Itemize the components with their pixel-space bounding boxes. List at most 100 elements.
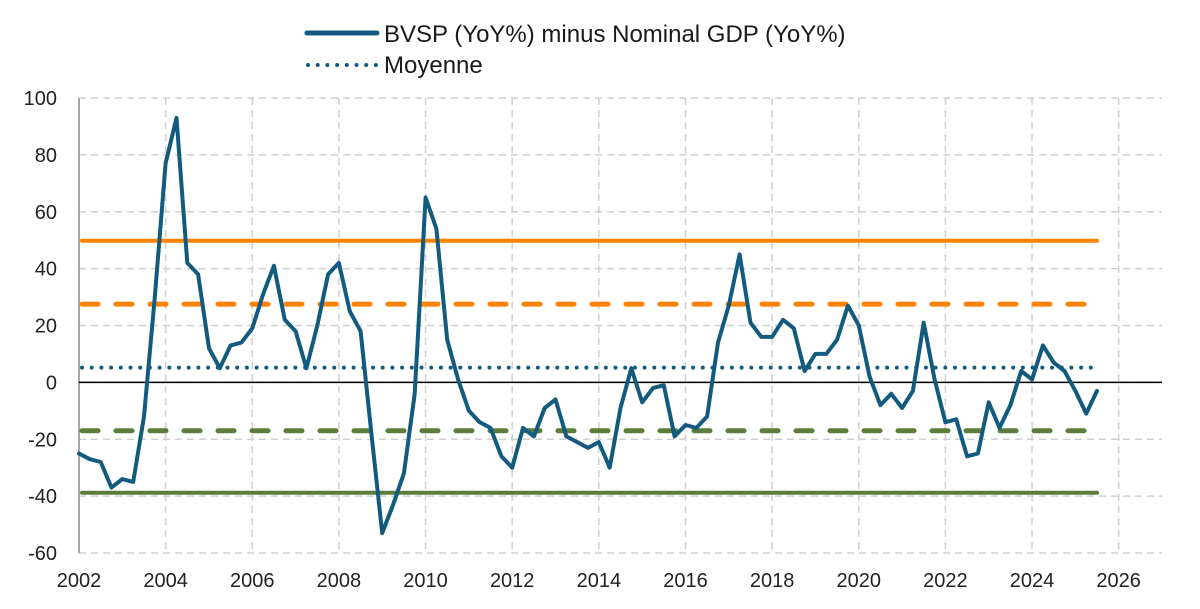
data-point bbox=[631, 368, 632, 369]
data-point bbox=[869, 376, 870, 377]
data-point bbox=[458, 379, 459, 380]
x-tick-label: 2006 bbox=[230, 570, 275, 592]
x-tick-label: 2020 bbox=[837, 570, 882, 592]
x-tick-label: 2018 bbox=[750, 570, 795, 592]
data-point bbox=[317, 325, 318, 326]
x-tick-label: 2016 bbox=[663, 570, 708, 592]
data-point bbox=[750, 322, 751, 323]
data-point bbox=[988, 402, 989, 403]
y-tick-label: 100 bbox=[24, 88, 57, 110]
data-point bbox=[902, 408, 903, 409]
data-point bbox=[956, 419, 957, 420]
data-point bbox=[891, 393, 892, 394]
data-point bbox=[501, 456, 502, 457]
data-point bbox=[382, 533, 383, 534]
data-point bbox=[1097, 390, 1098, 391]
data-point bbox=[349, 311, 350, 312]
data-point bbox=[967, 456, 968, 457]
x-tick-label: 2022 bbox=[923, 570, 968, 592]
data-point bbox=[219, 368, 220, 369]
data-point bbox=[273, 265, 274, 266]
data-point bbox=[122, 479, 123, 480]
y-tick-label: 60 bbox=[35, 202, 57, 224]
data-point bbox=[252, 328, 253, 329]
data-point bbox=[338, 262, 339, 263]
data-point bbox=[284, 319, 285, 320]
data-point bbox=[783, 319, 784, 320]
y-tick-label: 20 bbox=[35, 316, 57, 338]
x-tick-label: 2026 bbox=[1096, 570, 1141, 592]
data-point bbox=[945, 422, 946, 423]
data-point bbox=[1010, 405, 1011, 406]
data-point bbox=[479, 422, 480, 423]
data-point bbox=[728, 305, 729, 306]
x-tick-label: 2024 bbox=[1010, 570, 1055, 592]
data-point bbox=[588, 447, 589, 448]
data-point bbox=[793, 328, 794, 329]
y-tick-label: 80 bbox=[35, 145, 57, 167]
data-point bbox=[761, 336, 762, 337]
data-point bbox=[241, 342, 242, 343]
data-point bbox=[360, 331, 361, 332]
data-point bbox=[144, 416, 145, 417]
x-tick-label: 2008 bbox=[317, 570, 362, 592]
data-point bbox=[923, 322, 924, 323]
data-point bbox=[847, 305, 848, 306]
data-point bbox=[187, 262, 188, 263]
data-point bbox=[815, 353, 816, 354]
data-point bbox=[263, 294, 264, 295]
data-point bbox=[653, 388, 654, 389]
data-point bbox=[880, 405, 881, 406]
data-point bbox=[403, 473, 404, 474]
data-point bbox=[609, 467, 610, 468]
data-point bbox=[198, 274, 199, 275]
data-point bbox=[393, 504, 394, 505]
data-point bbox=[620, 408, 621, 409]
data-point bbox=[837, 339, 838, 340]
data-point bbox=[468, 410, 469, 411]
data-point bbox=[209, 348, 210, 349]
legend-label-series: BVSP (YoY%) minus Nominal GDP (YoY%) bbox=[384, 21, 846, 48]
series-group bbox=[77, 115, 1099, 536]
legend-label-mean: Moyenne bbox=[384, 52, 483, 79]
y-tick-label: -40 bbox=[28, 486, 57, 508]
x-tick-label: 2004 bbox=[143, 570, 188, 592]
data-point bbox=[858, 325, 859, 326]
grid bbox=[79, 97, 1162, 554]
data-point bbox=[977, 453, 978, 454]
data-point bbox=[1021, 371, 1022, 372]
data-point bbox=[555, 399, 556, 400]
data-point bbox=[512, 467, 513, 468]
data-point bbox=[642, 402, 643, 403]
series-line bbox=[77, 115, 1099, 536]
legend: BVSP (YoY%) minus Nominal GDP (YoY%) Moy… bbox=[304, 21, 846, 79]
data-point bbox=[79, 453, 80, 454]
data-point bbox=[1064, 371, 1065, 372]
data-point bbox=[295, 331, 296, 332]
data-point bbox=[707, 416, 708, 417]
data-point bbox=[663, 385, 664, 386]
y-tick-label: 40 bbox=[35, 259, 57, 281]
data-point bbox=[685, 425, 686, 426]
data-point bbox=[425, 197, 426, 198]
data-point bbox=[328, 274, 329, 275]
data-point bbox=[1042, 345, 1043, 346]
data-point bbox=[436, 228, 437, 229]
data-point bbox=[999, 427, 1000, 428]
data-point bbox=[89, 459, 90, 460]
data-point bbox=[912, 390, 913, 391]
x-tick-label: 2014 bbox=[577, 570, 622, 592]
x-tick-label: 2002 bbox=[57, 570, 102, 592]
data-point bbox=[598, 442, 599, 443]
data-point bbox=[176, 117, 177, 118]
tick-labels: -60 -40 -20 0 20 40 60 80 100 2002 2004 2006 2008 201… bbox=[24, 88, 1141, 592]
data-point bbox=[154, 297, 155, 298]
data-point bbox=[577, 442, 578, 443]
data-point bbox=[804, 371, 805, 372]
data-point bbox=[111, 487, 112, 488]
axes bbox=[78, 98, 1162, 553]
data-point bbox=[447, 339, 448, 340]
data-point bbox=[533, 436, 534, 437]
data-point bbox=[414, 393, 415, 394]
